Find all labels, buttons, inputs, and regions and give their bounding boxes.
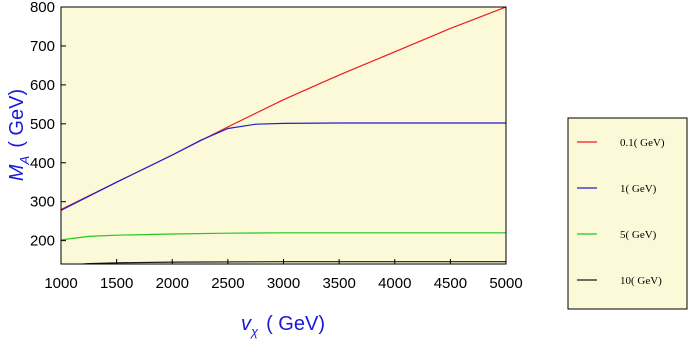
x-tick-label: 4000	[378, 275, 411, 292]
y-axis-subscript: A	[17, 156, 32, 166]
series-line-1	[61, 122, 506, 211]
legend: 0.1( GeV) 1( GeV) 5( GeV) 10( GeV)	[577, 137, 665, 287]
x-tick-label: 1500	[100, 275, 133, 292]
y-axis-title: MA ( GeV)	[6, 89, 32, 181]
y-tick-label: 800	[30, 0, 55, 16]
plot-background	[61, 7, 506, 264]
y-axis-ticks: 200 300 400 500 600 700 800	[30, 0, 66, 250]
x-tick-label: 3000	[267, 275, 300, 292]
x-tick-label: 3500	[322, 275, 355, 292]
legend-label-2: 5( GeV)	[620, 229, 657, 241]
legend-box	[567, 117, 688, 310]
x-tick-label: 5000	[489, 275, 522, 292]
series-line-2	[61, 232, 506, 241]
y-tick-label: 500	[30, 116, 55, 133]
legend-label-0: 0.1( GeV)	[620, 137, 665, 149]
y-tick-label: 600	[30, 77, 55, 94]
x-tick-label: 4500	[434, 275, 467, 292]
x-tick-label: 1000	[44, 275, 77, 292]
y-tick-label: 400	[30, 155, 55, 172]
y-axis-unit: ( GeV)	[6, 89, 28, 148]
x-axis-title: vχ ( GeV)	[241, 313, 325, 339]
x-tick-label: 2500	[211, 275, 244, 292]
x-axis-unit: ( GeV)	[266, 313, 325, 335]
x-axis-symbol: v	[241, 313, 252, 335]
legend-label-1: 1( GeV)	[620, 183, 657, 195]
legend-label-3: 10( GeV)	[620, 275, 662, 287]
y-tick-label: 300	[30, 194, 55, 211]
y-tick-label: 700	[30, 38, 55, 55]
x-axis-ticks: 1000 1500 2000 2500 3000 3500 4000 4500 5000	[44, 259, 523, 292]
y-axis-symbol: M	[6, 164, 28, 181]
y-tick-label: 200	[30, 233, 55, 250]
x-axis-subscript: χ	[250, 324, 259, 339]
x-tick-label: 2000	[156, 275, 189, 292]
